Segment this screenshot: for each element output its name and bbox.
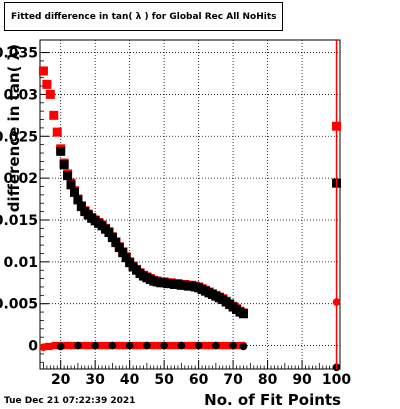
data-marks (38, 40, 342, 372)
y-tick-label: 0.025 (0, 129, 38, 145)
series-0 (38, 66, 342, 318)
y-tick-label: 0.005 (0, 297, 38, 313)
data-point (69, 187, 79, 197)
data-point (49, 110, 59, 120)
data-point (177, 341, 186, 350)
data-point (238, 309, 248, 319)
plot-frame (39, 39, 341, 370)
y-tick-label: 0.02 (3, 171, 38, 187)
data-point (121, 253, 131, 263)
y-tick-label: 0.015 (0, 213, 38, 229)
grid-lines (40, 40, 340, 369)
data-point (42, 79, 52, 89)
data-point (45, 89, 55, 99)
footer-date: Tue Dec 21 07:22:39 2021 (4, 396, 136, 406)
tick-labels: 20 30 40 50 60 70 80 90 100 0 0.005 0.01 0.015 0.02 0.… (0, 46, 351, 388)
data-point (118, 248, 128, 258)
data-point (52, 127, 62, 137)
data-point (56, 342, 65, 351)
series-2 (39, 298, 341, 352)
x-tick-label: 70 (223, 372, 243, 388)
x-axis-title: No. of Fit Points (204, 391, 341, 409)
data-point (194, 341, 203, 350)
data-point (73, 195, 83, 205)
data-point (160, 341, 168, 350)
x-tick-label: 100 (322, 372, 351, 388)
data-point (143, 341, 151, 350)
x-tick-label: 30 (85, 372, 105, 388)
data-point (114, 243, 124, 253)
x-tick-label: 60 (189, 372, 209, 388)
data-point (66, 180, 76, 190)
y-tick-label: 0 (28, 339, 38, 355)
y-tick-label: 0.03 (3, 87, 38, 103)
data-point (91, 341, 99, 350)
data-point (212, 341, 220, 350)
data-point (74, 341, 82, 350)
data-point (104, 228, 114, 238)
chart-title: Fitted difference in tan( λ ) for Global… (11, 11, 277, 22)
data-point (125, 341, 134, 350)
data-point (56, 146, 66, 156)
y-axis-title: difference in tan( λ) (5, 44, 23, 212)
x-tick-label: 50 (154, 372, 174, 388)
y-tick-label: 0.01 (3, 255, 38, 271)
data-point (63, 171, 73, 181)
data-point (229, 341, 237, 350)
chart-title-box: Fitted difference in tan( λ ) for Global… (4, 2, 283, 31)
data-point (111, 238, 121, 248)
data-point (239, 342, 248, 351)
series-3 (56, 341, 341, 372)
series-1 (56, 146, 342, 319)
x-tick-label: 90 (292, 372, 312, 388)
data-point (59, 160, 69, 170)
x-tick-label: 40 (120, 372, 140, 388)
data-point (76, 202, 86, 212)
x-tick-label: 20 (51, 372, 71, 388)
data-point (38, 66, 48, 76)
x-tick-label: 80 (258, 372, 278, 388)
data-point (107, 233, 117, 243)
y-tick-label: 0.035 (0, 46, 38, 62)
data-point (108, 341, 117, 350)
